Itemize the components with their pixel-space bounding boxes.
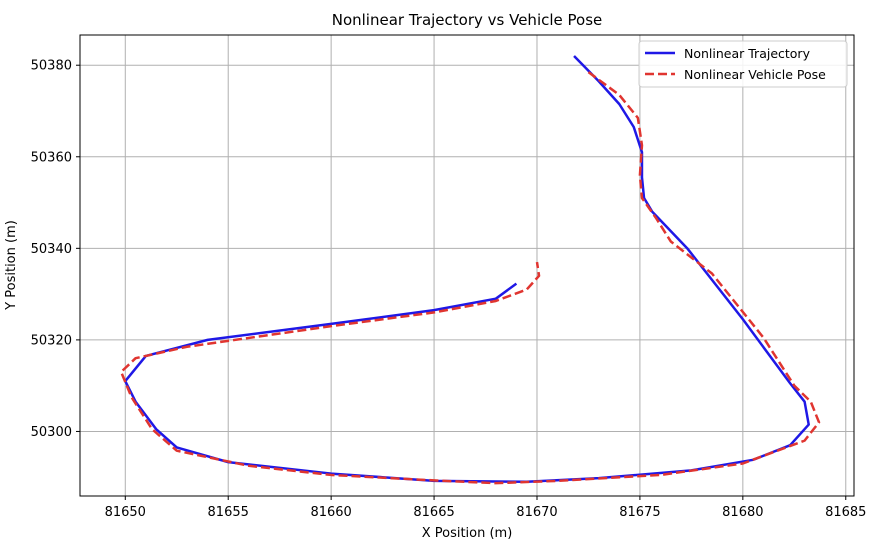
x-tick-label: 81680 <box>722 505 763 520</box>
x-tick-label: 81655 <box>208 505 249 520</box>
x-tick-label: 81675 <box>619 505 660 520</box>
grid-lines <box>80 35 854 496</box>
y-tick-label: 50320 <box>31 333 72 348</box>
y-tick-label: 50340 <box>31 242 72 257</box>
series-lines <box>119 55 821 485</box>
x-tick-label: 81660 <box>310 505 351 520</box>
x-tick-label: 81685 <box>825 505 866 520</box>
legend-label-trajectory: Nonlinear Trajectory <box>684 46 811 61</box>
legend-box <box>638 40 848 88</box>
series-line-vehicle-pose <box>119 71 821 485</box>
y-tick-label: 50380 <box>31 59 72 74</box>
legend-label-vehicle-pose: Nonlinear Vehicle Pose <box>684 67 826 82</box>
y-tick-label: 50300 <box>31 425 72 440</box>
y-axis-label: Y Position (m) <box>4 220 19 311</box>
y-tick-label: 50360 <box>31 150 72 165</box>
legend: Nonlinear Trajectory Nonlinear Vehicle P… <box>638 40 848 88</box>
chart-title: Nonlinear Trajectory vs Vehicle Pose <box>332 11 603 29</box>
plot-frame <box>79 34 855 497</box>
x-tick-label: 81650 <box>105 505 146 520</box>
x-tick-label: 81670 <box>516 505 557 520</box>
y-axis-ticks: 50300 50320 50340 50360 50380 <box>31 59 80 440</box>
x-axis-ticks: 81650 81655 81660 81665 81670 81675 81680 81685 <box>105 496 866 520</box>
x-tick-label: 81665 <box>413 505 454 520</box>
x-axis-label: X Position (m) <box>422 526 513 541</box>
